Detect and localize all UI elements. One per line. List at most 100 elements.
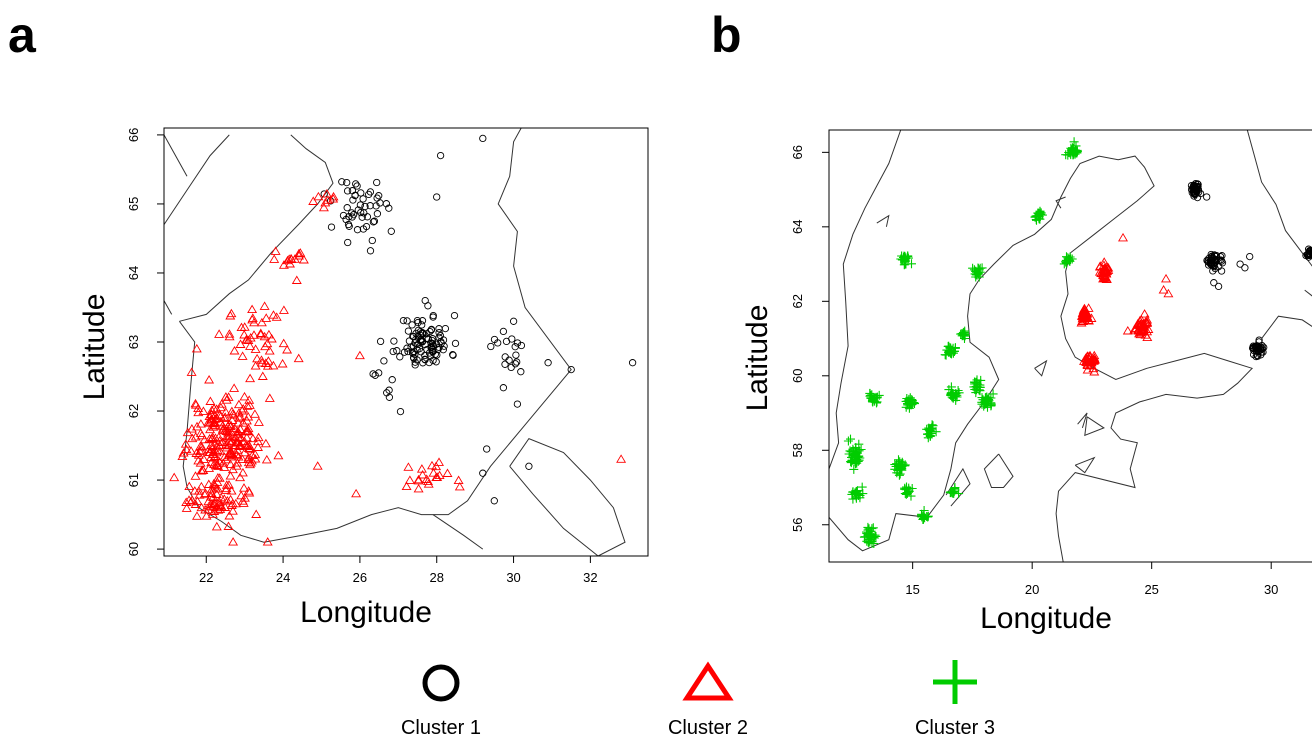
data-point: [1082, 354, 1092, 363]
data-point: [846, 457, 856, 467]
data-point: [1204, 261, 1213, 269]
data-point: [1069, 137, 1079, 147]
data-point: [225, 448, 236, 457]
y-tick-label: 65: [126, 197, 141, 211]
data-point: [356, 201, 365, 209]
data-point: [278, 260, 289, 269]
data-point: [891, 461, 901, 471]
data-point: [1203, 193, 1211, 201]
data-point: [180, 439, 191, 448]
coastline-5: [164, 134, 188, 177]
data-point: [224, 448, 235, 458]
data-point: [218, 458, 229, 467]
data-point: [451, 339, 460, 348]
data-point: [855, 453, 865, 463]
x-tick-label: 22: [199, 570, 213, 585]
data-point: [204, 463, 215, 472]
data-point: [1080, 313, 1091, 322]
data-point: [946, 487, 956, 497]
data-point: [259, 301, 270, 310]
data-point: [413, 356, 421, 364]
legend-marker-circle-icon: [422, 664, 460, 702]
data-point: [388, 376, 396, 384]
coastline-6: [945, 467, 971, 507]
data-point: [1076, 318, 1087, 327]
coastline-2: [1246, 130, 1312, 267]
data-point: [232, 458, 243, 467]
data-point: [227, 506, 238, 515]
data-point: [1143, 324, 1154, 333]
data-point: [411, 339, 419, 347]
data-point: [349, 196, 357, 204]
data-point: [1134, 315, 1145, 325]
data-point: [1077, 313, 1088, 323]
data-point: [181, 497, 192, 506]
data-point: [368, 236, 376, 245]
legend-item-cluster-2: Cluster 2: [668, 661, 748, 739]
data-point: [382, 200, 391, 208]
data-point: [1081, 309, 1092, 318]
data-point: [483, 445, 491, 453]
data-point: [184, 495, 194, 504]
data-point: [509, 317, 518, 325]
data-point: [896, 464, 906, 474]
data-point: [327, 223, 336, 231]
data-point: [194, 490, 205, 499]
data-point: [242, 401, 253, 410]
data-point: [421, 296, 429, 305]
data-point: [266, 334, 277, 343]
x-axis-ticks-b: 15 20 25 30: [905, 562, 1278, 597]
data-point: [245, 333, 256, 342]
x-tick-label: 15: [905, 582, 919, 597]
data-point: [228, 537, 239, 546]
data-point: [253, 442, 263, 451]
data-point: [487, 342, 495, 351]
data-point: [277, 358, 288, 368]
data-point: [894, 470, 904, 480]
data-point: [1212, 251, 1221, 260]
data-point: [1140, 330, 1151, 339]
data-point: [1061, 255, 1071, 265]
data-point: [243, 412, 254, 421]
data-point: [924, 423, 934, 433]
data-point: [243, 440, 254, 449]
data-point: [236, 490, 247, 500]
data-point: [206, 452, 217, 461]
data-point: [372, 202, 380, 210]
data-point: [385, 204, 393, 212]
data-point: [952, 392, 962, 402]
data-point: [293, 248, 304, 258]
data-point: [209, 403, 220, 413]
data-point: [369, 370, 377, 378]
data-point: [1189, 188, 1198, 196]
data-point: [196, 430, 207, 440]
data-point: [854, 455, 864, 465]
data-point: [848, 487, 858, 497]
data-point: [320, 197, 331, 207]
data-point: [221, 442, 232, 452]
data-point: [233, 399, 244, 409]
data-point: [195, 441, 206, 451]
data-point: [479, 134, 487, 143]
data-point: [357, 208, 365, 217]
data-point: [423, 334, 431, 342]
x-tick-label: 25: [1144, 582, 1158, 597]
coastline-1: [179, 134, 334, 322]
data-point: [1190, 192, 1198, 200]
data-point: [257, 371, 268, 380]
data-point: [511, 360, 520, 368]
data-point: [246, 455, 257, 465]
data-point: [1142, 315, 1153, 324]
data-point: [846, 434, 855, 444]
data-point: [403, 317, 411, 325]
data-point: [414, 318, 422, 327]
data-point: [235, 440, 246, 449]
data-point: [264, 346, 275, 355]
data-point: [353, 182, 361, 190]
data-point: [1309, 248, 1312, 256]
data-point: [404, 475, 415, 484]
data-point: [244, 488, 255, 497]
panel-label-b: b: [711, 7, 742, 63]
legend-label-cluster-3: Cluster 3: [915, 717, 995, 739]
data-point: [1161, 273, 1171, 283]
